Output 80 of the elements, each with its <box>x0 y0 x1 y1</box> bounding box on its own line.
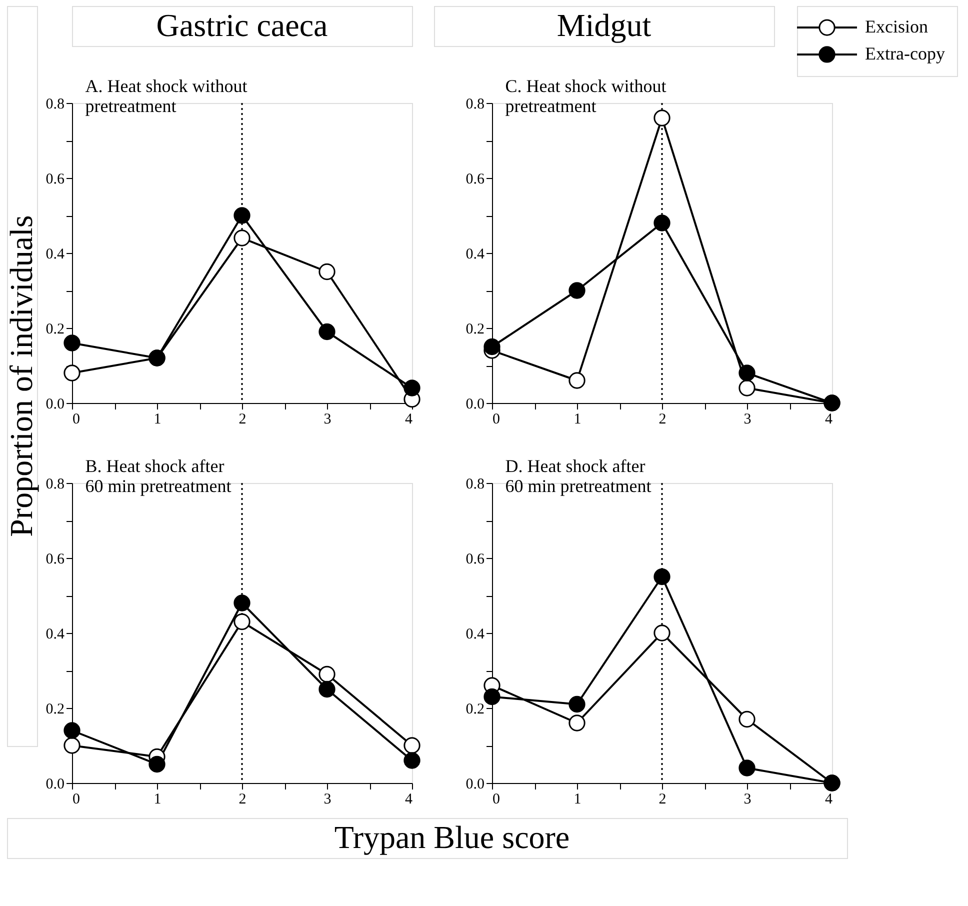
point <box>738 710 756 728</box>
x-tick-label: 0 <box>72 792 80 808</box>
y-axis-title: Proportion of individuals <box>3 215 39 537</box>
text: Gastric caeca <box>156 7 328 43</box>
legend-label: Extra-copy <box>865 43 945 64</box>
y-tick-label: 0.6 <box>46 172 65 188</box>
point <box>234 594 250 612</box>
y-tick-label: 0.4 <box>46 626 65 642</box>
point <box>568 696 586 713</box>
x-tick-label: 1 <box>154 412 162 428</box>
y-tick-label: 0.0 <box>46 396 64 412</box>
point <box>234 207 250 224</box>
point <box>404 380 420 396</box>
point <box>404 737 420 754</box>
y-tick-label: 0.4 <box>46 246 65 262</box>
point <box>64 737 80 754</box>
chart-title: A. Heat shock without pretreatment <box>85 76 248 116</box>
point <box>234 613 250 630</box>
point <box>64 334 80 352</box>
x-tick-label: 0 <box>492 792 500 808</box>
y-tick-label: 0.0 <box>466 396 484 412</box>
point <box>654 110 670 126</box>
x-tick-label: 4 <box>825 792 833 808</box>
x-tick-label: 3 <box>324 412 332 428</box>
point <box>568 282 586 299</box>
point <box>318 263 336 280</box>
x-tick-label: 0 <box>492 412 500 428</box>
point <box>318 666 336 683</box>
point <box>654 214 670 232</box>
y-tick-label: 0.6 <box>466 552 485 568</box>
x-tick-label: 2 <box>658 792 666 808</box>
point <box>654 624 670 642</box>
y-tick-label: 0.0 <box>46 776 64 792</box>
y-tick-label: 0.8 <box>466 96 484 112</box>
point <box>148 756 166 773</box>
y-tick-label: 0.4 <box>466 246 485 262</box>
y-tick-label: 0.8 <box>46 476 64 492</box>
point <box>568 372 586 389</box>
y-tick-label: 0.6 <box>46 552 65 568</box>
x-tick-label: 2 <box>238 792 246 808</box>
point <box>404 752 420 769</box>
point <box>234 230 250 246</box>
x-tick-label: 4 <box>405 792 413 808</box>
point <box>318 323 336 340</box>
point <box>738 380 756 396</box>
x-tick-label: 1 <box>574 412 582 428</box>
legend-label: Excision <box>865 16 928 37</box>
chart-title: C. Heat shock without pretreatment <box>505 76 666 116</box>
x-axis-title: Trypan Blue score <box>334 819 570 855</box>
y-tick-label: 0.6 <box>466 172 485 188</box>
x-tick-label: 3 <box>324 792 332 808</box>
y-tick-label: 0.8 <box>466 476 484 492</box>
point <box>318 680 336 698</box>
point <box>738 364 756 382</box>
text: Midgut <box>556 7 652 43</box>
x-tick-label: 3 <box>744 412 752 428</box>
y-tick-label: 0.2 <box>466 702 484 718</box>
x-tick-label: 1 <box>154 792 162 808</box>
point <box>654 568 670 586</box>
x-tick-label: 4 <box>405 412 413 428</box>
point <box>484 688 500 706</box>
y-tick-label: 0.0 <box>466 776 484 792</box>
point <box>484 338 500 356</box>
x-tick-label: 2 <box>658 412 666 428</box>
x-tick-label: 4 <box>825 412 833 428</box>
x-tick-label: 1 <box>574 792 582 808</box>
y-tick-label: 0.2 <box>466 322 484 338</box>
x-tick-label: 2 <box>238 412 246 428</box>
point <box>64 722 80 739</box>
point <box>738 760 756 776</box>
point <box>568 714 586 732</box>
y-tick-label: 0.4 <box>466 626 485 642</box>
chart-title: D. Heat shock after 60 min pretreatment <box>505 456 652 496</box>
chart-title: B. Heat shock after 60 min pretreatment <box>85 456 232 496</box>
x-tick-label: 3 <box>744 792 752 808</box>
y-tick-label: 0.8 <box>46 96 64 112</box>
y-tick-label: 0.2 <box>46 702 64 718</box>
point <box>64 364 80 382</box>
x-tick-label: 0 <box>72 412 80 428</box>
y-tick-label: 0.2 <box>46 322 64 338</box>
